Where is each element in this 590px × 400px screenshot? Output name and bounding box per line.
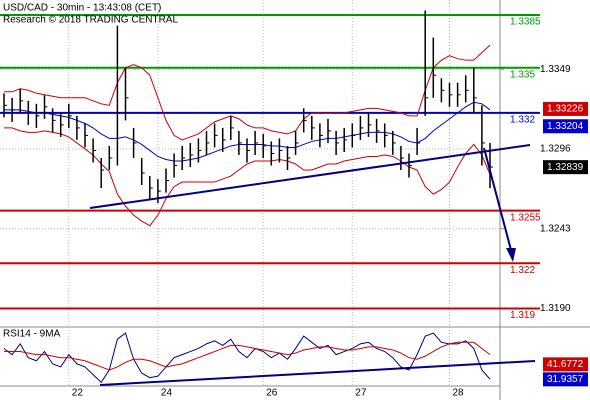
- price-box-label: 1.33204: [547, 121, 584, 132]
- level-label: 1.332: [510, 114, 535, 125]
- arrow-head: [506, 248, 516, 262]
- overlay-line: [4, 44, 491, 141]
- price-box-label: 1.32839: [547, 162, 584, 173]
- chart-subtitle: Research © 2018 TRADING CENTRAL: [3, 15, 178, 26]
- x-tick-label: 27: [355, 388, 367, 399]
- trend-line: [89, 144, 531, 209]
- y-tick-label: 1.3349: [540, 64, 571, 75]
- rsi-title: RSI14 - 9MA: [3, 329, 61, 340]
- rsi-line: [4, 341, 491, 371]
- value-box-label: 31.9357: [547, 374, 584, 385]
- price-box-label: 1.33226: [547, 104, 584, 115]
- value-box: [543, 357, 588, 372]
- y-tick-label: 1.3190: [540, 303, 571, 314]
- rsi-line: [3, 332, 491, 384]
- level-label: 1.3255: [510, 212, 541, 223]
- value-box: [543, 372, 588, 387]
- level-label: 1.335: [510, 69, 535, 80]
- value-box-label: 41.6772: [547, 359, 584, 370]
- level-label: 1.322: [510, 265, 535, 276]
- price-box: [543, 160, 588, 175]
- chart-title: USD/CAD - 30min - 13:43:08 (CET): [3, 3, 161, 14]
- price-box: [543, 119, 588, 134]
- y-tick-label: 1.3296: [540, 144, 571, 155]
- arrow-shaft: [483, 147, 512, 251]
- level-label: 1.3385: [510, 17, 541, 28]
- x-tick-label: 26: [266, 388, 278, 399]
- x-tick-label: 24: [161, 388, 173, 399]
- price-box: [543, 101, 588, 116]
- level-label: 1.319: [510, 310, 535, 321]
- rsi-trend-line: [99, 360, 536, 386]
- x-tick-label: 22: [72, 388, 84, 399]
- x-tick-label: 28: [453, 388, 465, 399]
- y-tick-label: 1.3243: [540, 223, 571, 234]
